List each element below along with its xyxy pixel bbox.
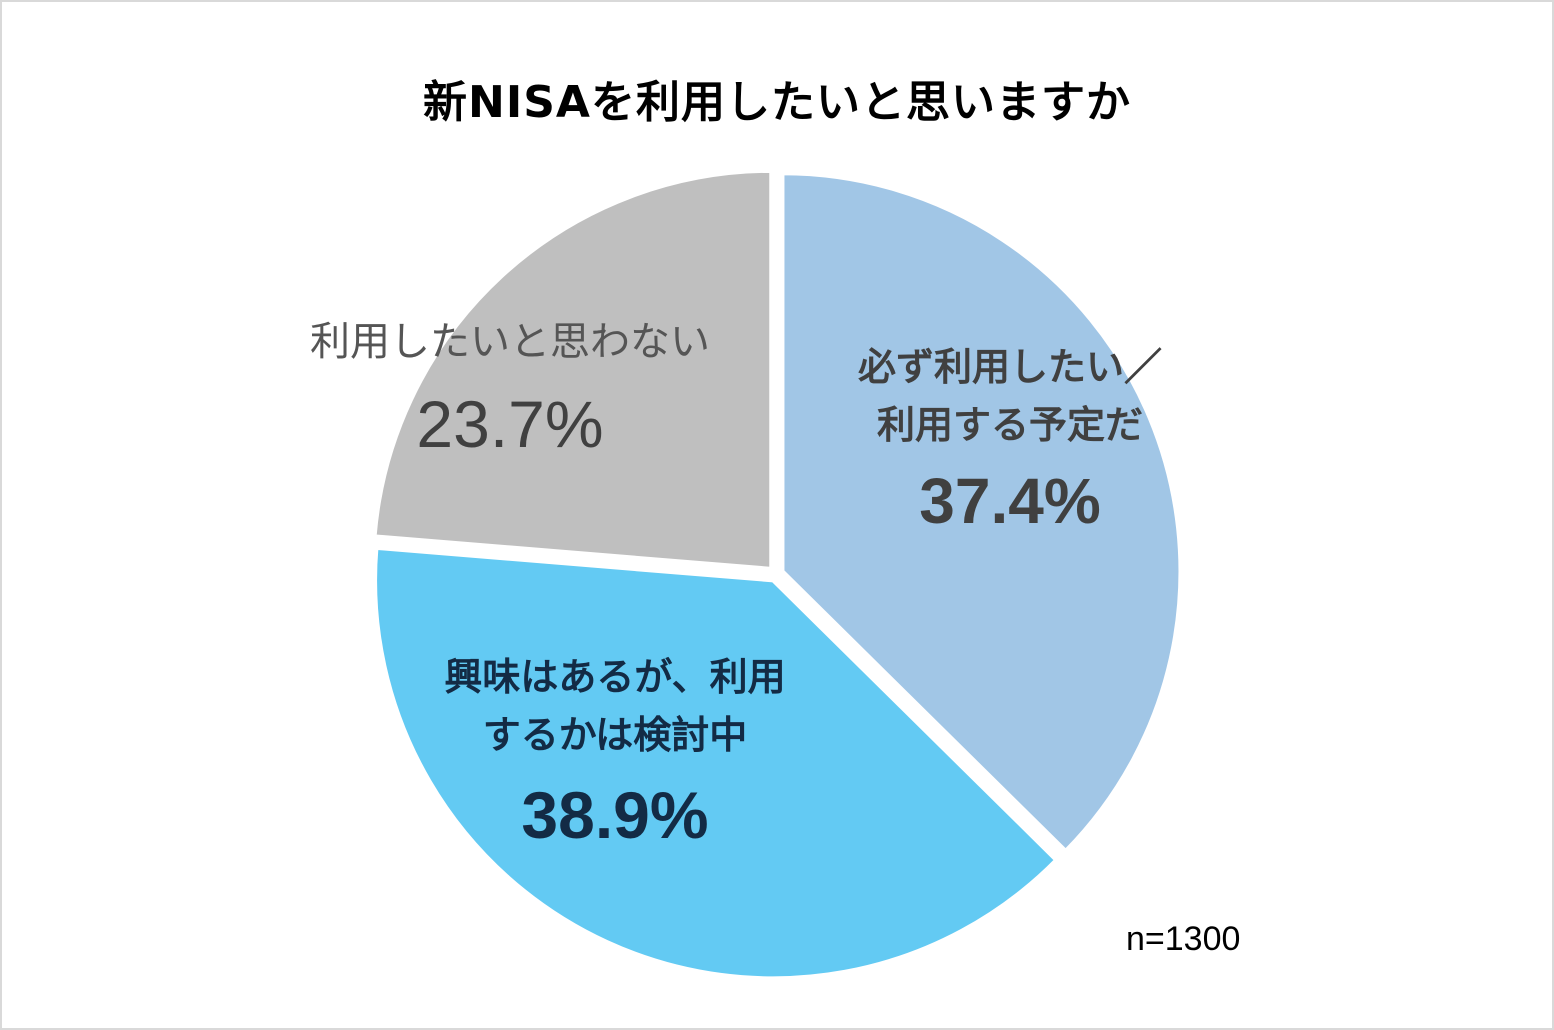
label-not-use: 利用したいと思わない 23.7% xyxy=(250,312,770,461)
pie-slice-not-use[interactable] xyxy=(372,168,774,572)
label-considering: 興味はあるが、利用 するかは検討中 38.9% xyxy=(380,648,850,852)
label-considering-pct: 38.9% xyxy=(521,778,709,852)
pie-slice-plan-to-use[interactable] xyxy=(780,171,1183,854)
label-not-use-pct: 23.7% xyxy=(416,387,604,461)
label-plan-to-use: 必ず利用したい／ 利用する予定だ 37.4% xyxy=(800,338,1220,537)
label-plan-to-use-line2: 利用する予定だ xyxy=(876,403,1143,447)
chart-title: 新NISAを利用したいと思いますか xyxy=(423,77,1131,128)
label-not-use-text: 利用したいと思わない xyxy=(310,319,710,365)
label-considering-line1: 興味はあるが、利用 xyxy=(444,655,786,699)
pie-slice-considering[interactable] xyxy=(373,545,1060,981)
label-considering-line2: するかは検討中 xyxy=(482,713,748,757)
label-plan-to-use-pct: 37.4% xyxy=(919,465,1101,537)
sample-size-note: n=1300 xyxy=(1126,920,1241,958)
label-plan-to-use-line1: 必ず利用したい／ xyxy=(857,345,1162,389)
